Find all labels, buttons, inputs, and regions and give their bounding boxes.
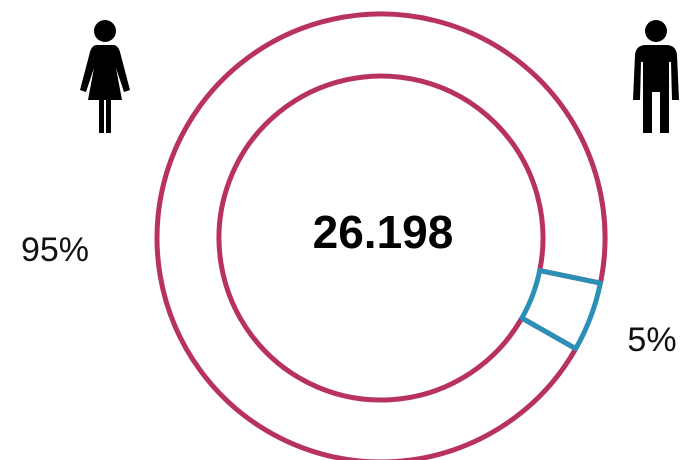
donut-slice — [519, 268, 603, 352]
donut — [154, 11, 608, 460]
donut-slice — [154, 11, 608, 460]
center-label: 26.198 — [313, 206, 454, 258]
value-label: 5% — [627, 321, 676, 359]
female-icon — [80, 20, 130, 133]
male-icon — [633, 20, 679, 133]
value-label: 95% — [21, 231, 89, 269]
